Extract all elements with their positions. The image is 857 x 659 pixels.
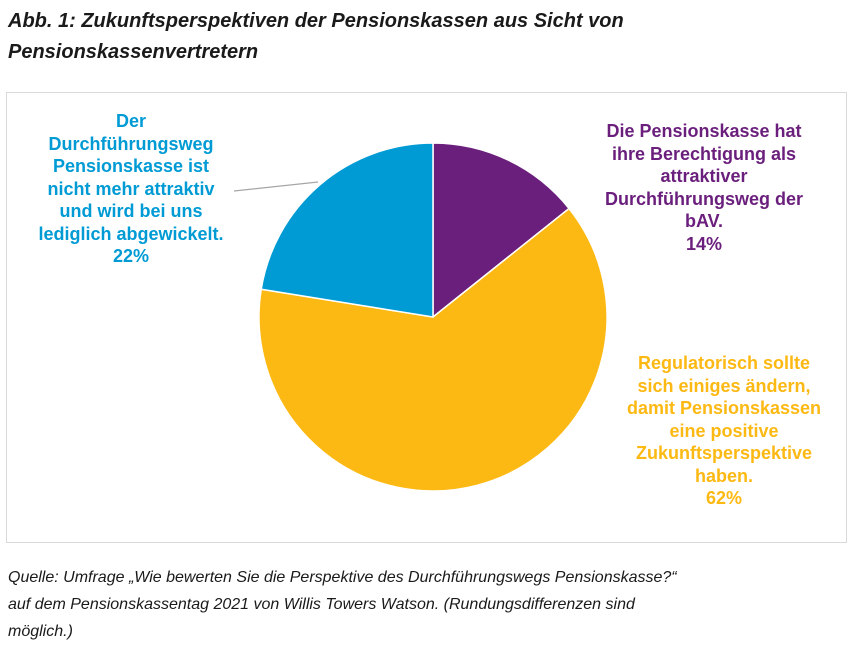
chart-frame — [6, 92, 847, 543]
slice-label-text: Regulatorisch sollte sich einiges ändern… — [588, 352, 857, 487]
label-line: Durchführungsweg — [48, 133, 214, 154]
label-line: Durchführungsweg der — [604, 188, 803, 209]
slice-value-label: 14% — [685, 233, 723, 254]
label-line: Regulatorisch sollte — [637, 353, 811, 373]
label-line: und wird bei uns — [59, 201, 203, 221]
slice-label-regulatorisch: Regulatorisch sollte sich einiges ändern… — [588, 352, 857, 510]
label-line: ihre Berechtigung als — [611, 143, 797, 164]
pie-slices — [258, 142, 608, 492]
label-line: bAV. — [684, 211, 723, 231]
label-line: sich einiges ändern, — [637, 375, 811, 396]
label-line: eine positive — [669, 420, 779, 441]
slice-label-text: Die Pensionskasse hat ihre Berechtigung … — [568, 120, 840, 233]
label-line: attraktiver — [660, 166, 748, 186]
label-line: haben. — [694, 465, 753, 486]
slice-value-label: 62% — [705, 488, 743, 508]
slice-abgewickelt — [260, 142, 434, 318]
label-line: damit Pensionskassen — [626, 398, 822, 418]
slice-regulatorisch — [258, 207, 608, 492]
figure-title-line-2: Pensionskassenvertretern — [8, 41, 259, 63]
source-line-3: möglich.) — [8, 623, 73, 640]
slice-attraktiv — [432, 142, 571, 319]
slice-label-abgewickelt: Der Durchführungsweg Pensionskasse ist n… — [0, 110, 262, 268]
slice-label-attraktiv: Die Pensionskasse hat ihre Berechtigung … — [568, 120, 840, 255]
label-line: nicht mehr attraktiv — [47, 178, 215, 199]
label-line: Zukunftsperspektive — [635, 443, 813, 463]
label-line: lediglich abgewickelt. — [38, 223, 224, 244]
figure-title-line-1: Abb. 1: Zukunftsperspektiven der Pension… — [8, 10, 624, 32]
label-line: Der — [115, 111, 146, 131]
source-line-1: Quelle: Umfrage „Wie bewerten Sie die Pe… — [8, 569, 677, 586]
slice-value-label: 22% — [112, 246, 150, 266]
source-line-2: auf dem Pensionskassentag 2021 von Willi… — [8, 596, 635, 613]
label-line: Die Pensionskasse hat — [606, 121, 802, 141]
label-line: Pensionskasse ist — [52, 156, 210, 176]
slice-label-text: Der Durchführungsweg Pensionskasse ist n… — [0, 110, 262, 245]
source-note: Quelle: Umfrage „Wie bewerten Sie die Pe… — [8, 564, 848, 645]
figure-title: Abb. 1: Zukunftsperspektiven der Pension… — [8, 6, 848, 68]
leader-line — [233, 181, 319, 192]
